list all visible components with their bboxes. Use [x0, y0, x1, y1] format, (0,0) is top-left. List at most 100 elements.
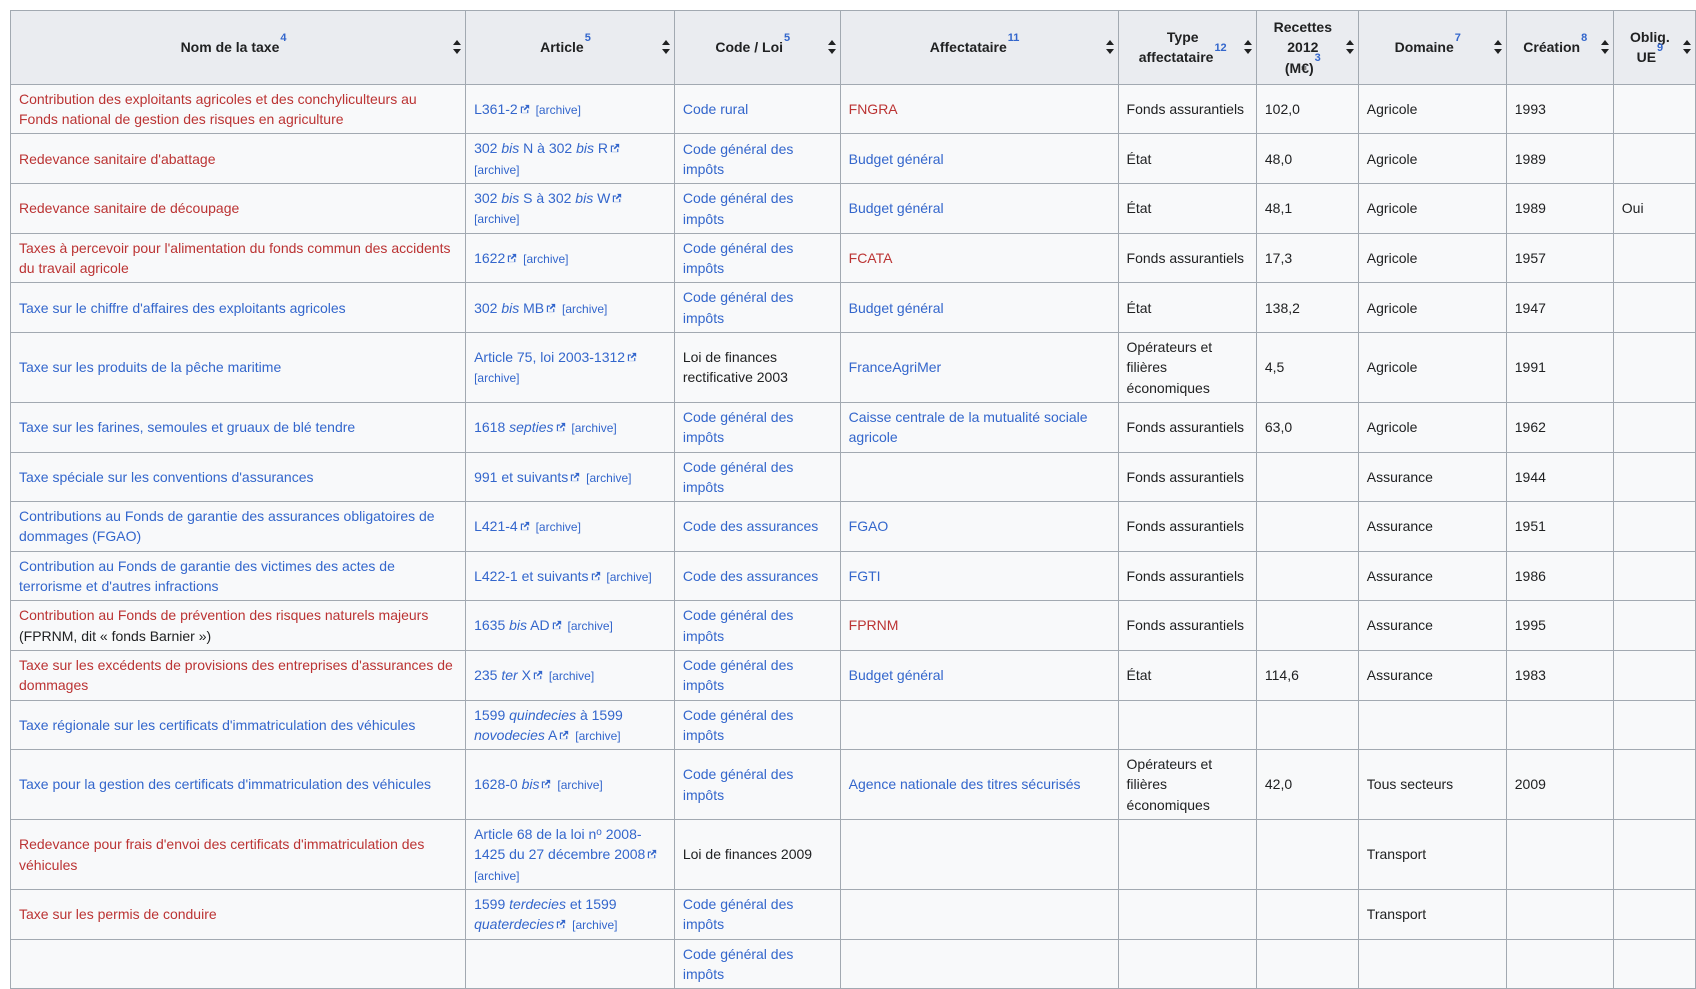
archive-link[interactable]: [archive]	[557, 778, 603, 793]
article-link[interactable]: 1599 quindecies à 1599 novodecies A	[474, 707, 623, 743]
tax-name-link[interactable]: Contribution des exploitants agricoles e…	[19, 90, 417, 128]
reference-link[interactable]: 7	[1454, 32, 1461, 45]
affectataire-link[interactable]: FPRNM	[848, 617, 899, 634]
code-link[interactable]: Code général des impôts	[682, 896, 794, 933]
affectataire-link[interactable]: FGAO	[848, 518, 889, 535]
archive-link[interactable]: [archive]	[548, 669, 595, 683]
column-header-oblig[interactable]: Oblig. UE9	[1612, 10, 1696, 85]
column-header-creation[interactable]: Création8	[1505, 10, 1614, 85]
reference-link[interactable]: 5	[584, 32, 591, 45]
article-link[interactable]: 302 bis S à 302 bis W	[474, 190, 624, 206]
article-link[interactable]: 1618 septies	[474, 419, 567, 435]
code-link[interactable]: Code général des impôts	[682, 945, 794, 983]
reference-link[interactable]: 12	[1214, 42, 1227, 55]
column-header-type[interactable]: Type affectataire12	[1117, 10, 1257, 85]
affectataire-link[interactable]: FranceAgriMer	[848, 359, 942, 376]
article-link[interactable]: 1599 terdecies et 1599 quaterdecies	[474, 896, 616, 932]
affectataire-link[interactable]: Budget général	[848, 667, 944, 684]
tax-name-link[interactable]: Taxes à percevoir pour l'alimentation du…	[19, 239, 451, 277]
code-link[interactable]: Code général des impôts	[682, 408, 794, 446]
reference-link[interactable]: 4	[280, 32, 287, 45]
header-label-line: UE9	[1636, 42, 1664, 66]
archive-link[interactable]: [archive]	[567, 619, 613, 634]
reference-link[interactable]: 5	[784, 32, 791, 45]
tax-name-link[interactable]: Contributions au Fonds de garantie des a…	[19, 508, 435, 545]
affectataire-link[interactable]: Budget général	[848, 299, 944, 316]
article-link[interactable]: 302 bis MB	[474, 300, 558, 316]
archive-link[interactable]: [archive]	[535, 520, 581, 535]
code-link[interactable]: Code général des impôts	[682, 239, 794, 277]
code-link[interactable]: Code des assurances	[682, 567, 819, 584]
column-header-nom[interactable]: Nom de la taxe4	[9, 10, 467, 85]
tax-name-link[interactable]: Contribution au Fonds de garantie des vi…	[19, 557, 395, 595]
article-link[interactable]: Article 68 de la loi no 2008-1425 du 27 …	[474, 826, 659, 862]
tax-name-link[interactable]: Taxe pour la gestion des certificats d'i…	[19, 776, 431, 793]
column-header-recettes[interactable]: Recettes 2012 (M€)3	[1255, 10, 1359, 85]
tax-name-link[interactable]: Taxe sur les excédents de provisions des…	[19, 656, 453, 694]
cell-nom: Taxe régionale sur les certificats d'imm…	[9, 699, 467, 751]
tax-name-link[interactable]: Taxe régionale sur les certificats d'imm…	[19, 716, 416, 733]
code-link[interactable]: Code général des impôts	[682, 140, 794, 177]
tax-name-link[interactable]: Taxe sur le chiffre d'affaires des explo…	[19, 299, 346, 316]
column-header-affectataire[interactable]: Affectataire11	[839, 10, 1119, 85]
affectataire-link[interactable]: FNGRA	[848, 101, 898, 118]
archive-link[interactable]: [archive]	[535, 102, 581, 117]
tax-name-link[interactable]: Redevance pour frais d'envoi des certifi…	[19, 836, 425, 873]
article-link[interactable]: 1628-0 bis	[474, 776, 553, 792]
archive-link[interactable]: [archive]	[474, 212, 520, 227]
affectataire-link[interactable]: FCATA	[848, 250, 893, 266]
affectataire-link[interactable]: Budget général	[848, 150, 944, 167]
archive-link[interactable]: [archive]	[571, 421, 617, 436]
affectataire-link[interactable]: Agence nationale des titres sécurisés	[848, 776, 1081, 793]
affectataire-link[interactable]: FGTI	[848, 567, 881, 584]
code-link[interactable]: Code général des impôts	[682, 607, 794, 644]
reference-link[interactable]: 11	[1007, 32, 1020, 45]
code-link[interactable]: Code général des impôts	[682, 289, 794, 326]
column-header-article[interactable]: Article5	[465, 10, 675, 85]
article-link[interactable]: Article 75, loi 2003-1312	[474, 349, 639, 365]
article-link[interactable]: 302 bis N à 302 bis R	[474, 140, 622, 156]
archive-link[interactable]: [archive]	[474, 371, 520, 386]
archive-link[interactable]: [archive]	[474, 868, 520, 883]
tax-name-link[interactable]: Taxe sur les permis de conduire	[19, 906, 217, 923]
column-header-code[interactable]: Code / Loi5	[673, 10, 841, 85]
tax-name-link[interactable]: Taxe spéciale sur les conventions d'assu…	[19, 468, 314, 485]
archive-link[interactable]: [archive]	[562, 301, 608, 316]
article-link[interactable]: 1622	[474, 250, 519, 266]
cell-article: L422-1 et suivants [archive]	[465, 550, 675, 602]
archive-link[interactable]: [archive]	[606, 569, 652, 584]
tax-name-link[interactable]: Taxe sur les produits de la pêche mariti…	[19, 359, 282, 376]
article-link[interactable]: L422-1 et suivants	[474, 568, 602, 584]
archive-link[interactable]: [archive]	[523, 251, 569, 266]
archive-link[interactable]: [archive]	[474, 162, 520, 177]
reference-link[interactable]: 3	[1314, 52, 1321, 65]
code-link[interactable]: Code général des impôts	[682, 190, 794, 227]
article-link[interactable]: L361-2	[474, 101, 532, 117]
code-link[interactable]: Code général des impôts	[682, 706, 794, 743]
code-link[interactable]: Code général des impôts	[682, 766, 794, 803]
article-link[interactable]: 1635 bis AD	[474, 617, 564, 633]
reference-link[interactable]: 9	[1657, 42, 1664, 55]
archive-link[interactable]: [archive]	[575, 728, 621, 743]
article-link[interactable]: 235 ter X	[474, 667, 545, 683]
article-link[interactable]: 991 et suivants	[474, 469, 582, 485]
tax-name-link[interactable]: Redevance sanitaire de découpage	[19, 200, 240, 217]
code-link[interactable]: Code rural	[682, 101, 749, 118]
archive-link[interactable]: [archive]	[572, 918, 618, 933]
article-link[interactable]: L421-4	[474, 518, 532, 534]
affectataire-link[interactable]: Caisse centrale de la mutualité sociale …	[848, 408, 1088, 446]
table-row: Redevance sanitaire de découpage 302 bis …	[9, 183, 1696, 234]
article-link-text: A	[544, 726, 558, 743]
code-link[interactable]: Code général des impôts	[682, 656, 794, 694]
affectataire-link[interactable]: Budget général	[848, 200, 944, 217]
archive-link[interactable]: [archive]	[586, 470, 632, 485]
header-label-line: Recettes	[1273, 19, 1333, 35]
column-header-domaine[interactable]: Domaine7	[1357, 10, 1507, 85]
external-link-icon	[533, 670, 543, 680]
tax-name-link[interactable]: Redevance sanitaire d'abattage	[19, 150, 216, 167]
tax-name-link[interactable]: Contribution au Fonds de prévention des …	[19, 607, 429, 624]
tax-name-link[interactable]: Taxe sur les farines, semoules et gruaux…	[19, 419, 356, 436]
reference-link[interactable]: 8	[1581, 32, 1588, 45]
code-link[interactable]: Code des assurances	[682, 518, 819, 535]
code-link[interactable]: Code général des impôts	[682, 458, 794, 495]
